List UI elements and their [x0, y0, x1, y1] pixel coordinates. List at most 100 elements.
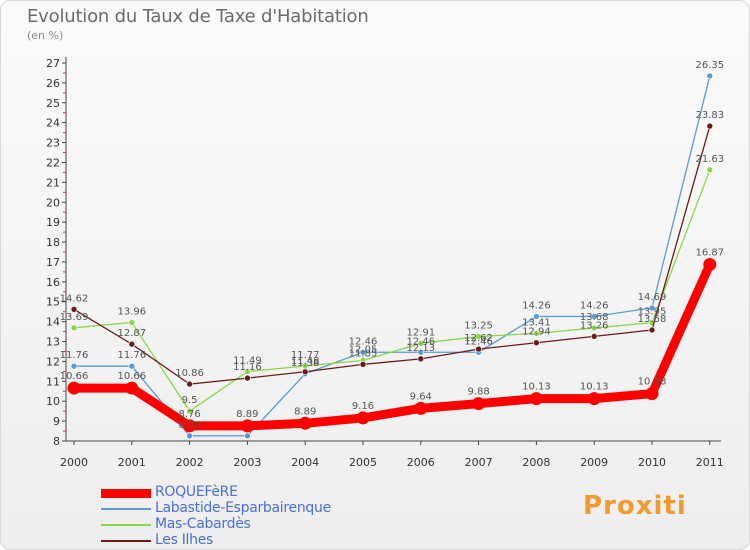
data-point: [648, 304, 656, 312]
x-tick-label: 2006: [407, 456, 435, 469]
legend-label: Mas-Cabardès: [155, 516, 251, 532]
data-label: 9.5: [182, 395, 198, 406]
chart-subtitle: (en %): [27, 29, 64, 42]
x-tick-label: 2009: [580, 456, 608, 469]
legend-swatch-roquefere: [101, 489, 151, 498]
data-point: [417, 340, 425, 347]
data-point: [472, 397, 486, 411]
x-tick-label: 2010: [638, 456, 666, 469]
data-label: 10.86: [175, 368, 204, 379]
data-point: [587, 392, 601, 406]
data-point: [359, 361, 367, 368]
data-point: [417, 355, 425, 363]
data-label: 13.95: [638, 307, 667, 318]
data-point: [128, 319, 136, 326]
y-tick-label: 21: [46, 176, 60, 189]
data-point: [645, 387, 659, 401]
data-label: 12.94: [522, 327, 551, 338]
legend-label: ROQUEFèRE: [155, 484, 238, 500]
data-point: [244, 368, 251, 375]
data-label: 12.46: [349, 336, 378, 347]
data-point: [186, 407, 193, 415]
data-point: [417, 348, 425, 356]
data-point: [244, 432, 251, 440]
data-label: 11.48: [291, 356, 320, 367]
data-label: 16.87: [695, 248, 724, 259]
data-label: 9.88: [467, 387, 489, 398]
data-point: [240, 419, 254, 433]
y-tick-label: 14: [46, 316, 60, 329]
data-point: [70, 305, 78, 313]
series-line-1: [73, 75, 711, 437]
legend-swatch-les-ilhes: [101, 540, 151, 542]
data-label: 23.83: [695, 110, 724, 121]
x-tick-label: 2008: [522, 456, 550, 469]
data-point: [414, 401, 428, 415]
data-point: [128, 340, 136, 348]
data-point: [533, 330, 540, 337]
x-tick-label: 2007: [465, 456, 493, 469]
data-point: [298, 416, 312, 430]
data-point: [67, 381, 81, 395]
data-label: 11.49: [233, 356, 262, 367]
data-label: 13.69: [60, 312, 89, 323]
data-label: 11.77: [291, 350, 320, 361]
data-label: 11.76: [117, 350, 146, 361]
data-label: 8.76: [178, 409, 200, 420]
data-point: [590, 313, 598, 320]
data-label: 11.85: [349, 348, 378, 359]
data-label: 14.26: [580, 300, 609, 311]
x-tick-label: 2004: [291, 456, 319, 469]
x-tick-label: 2002: [176, 456, 204, 469]
data-label: 21.63: [695, 154, 724, 165]
y-tick-label: 16: [46, 276, 60, 289]
data-label: 12.46: [464, 336, 493, 347]
data-label: 10.13: [580, 382, 609, 393]
y-tick-label: 17: [46, 256, 60, 269]
data-label: 13.68: [580, 312, 609, 323]
data-point: [183, 419, 197, 433]
y-tick-label: 24: [46, 117, 60, 130]
y-tick-label: 27: [46, 57, 60, 70]
data-label: 12.13: [406, 343, 435, 354]
x-tick-label: 2005: [349, 456, 377, 469]
y-tick-label: 19: [46, 216, 60, 229]
data-label: 14.62: [60, 293, 89, 304]
legend-label: Labastide-Esparbairenque: [155, 500, 331, 516]
data-point: [703, 258, 717, 272]
data-point: [706, 122, 714, 130]
data-label: 26.35: [695, 60, 724, 71]
data-label: 8.26: [178, 420, 200, 431]
series-line-2: [73, 169, 711, 412]
data-point: [590, 324, 598, 332]
x-tick-label: 2001: [118, 456, 146, 469]
series-line-3: [73, 125, 711, 385]
y-tick-label: 10: [46, 395, 60, 408]
data-label: 9.16: [352, 401, 374, 412]
y-tick-label: 26: [46, 77, 60, 90]
data-label: 13.26: [580, 320, 609, 331]
data-point: [475, 333, 482, 340]
y-tick-label: 20: [46, 196, 60, 209]
data-label: 12.05: [349, 344, 378, 355]
legend-swatch-labastide: [101, 508, 151, 510]
x-tick-label: 2011: [696, 456, 724, 469]
data-label: 8.89: [236, 409, 258, 420]
data-label: 8.89: [294, 406, 316, 417]
data-label: 13.58: [638, 314, 667, 325]
data-label: 13.25: [464, 321, 493, 332]
data-point: [529, 392, 543, 406]
data-label: 10.38: [638, 377, 667, 388]
data-label: 11.16: [233, 362, 262, 373]
y-tick-label: 15: [46, 296, 60, 309]
y-tick-label: 8: [53, 435, 60, 448]
data-point: [125, 381, 139, 395]
data-point: [70, 362, 78, 370]
data-point: [186, 380, 193, 388]
data-label: 13.96: [117, 306, 146, 317]
data-point: [301, 368, 309, 376]
data-label: 12.62: [464, 333, 493, 344]
legend-label: Les Ilhes: [155, 532, 214, 548]
